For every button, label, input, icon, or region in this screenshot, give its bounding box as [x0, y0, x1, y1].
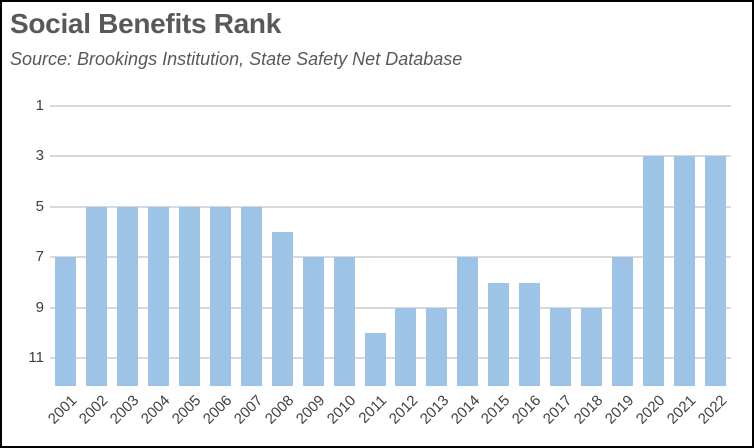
bar: [674, 156, 696, 386]
bar: [364, 333, 386, 386]
chart-title: Social Benefits Rank: [10, 8, 281, 39]
y-axis-tick-label: 1: [35, 97, 44, 114]
bar: [209, 206, 231, 386]
x-axis-tick-label: 2019: [602, 392, 638, 428]
bar: [54, 257, 76, 386]
bar: [333, 257, 355, 386]
bar: [457, 257, 479, 386]
bar: [550, 307, 572, 386]
x-axis-tick-label: 2001: [44, 392, 81, 428]
x-axis-tick-label: 2003: [106, 392, 143, 428]
x-axis-tick-label: 2022: [694, 392, 731, 428]
gridline: [50, 205, 731, 208]
gridline: [50, 306, 731, 309]
y-axis-tick-label: 3: [35, 147, 44, 165]
y-axis-tick-label: 7: [35, 248, 44, 266]
bar: [240, 206, 262, 386]
x-axis-tick-label: 2013: [416, 392, 452, 428]
x-axis-tick-label: 2006: [199, 392, 236, 428]
bar: [519, 282, 541, 386]
gridline: [50, 155, 731, 158]
x-axis-tick-label: 2015: [478, 392, 514, 428]
bar: [581, 307, 603, 386]
x-axis-tick-label: 2017: [540, 392, 576, 428]
x-axis-tick-label: 2004: [137, 392, 174, 428]
bar: [116, 206, 138, 386]
x-axis-tick-label: 2010: [323, 392, 360, 428]
x-axis-tick-label: 2007: [230, 392, 267, 428]
x-axis-tick-label: 2008: [261, 392, 298, 428]
bar: [85, 206, 107, 386]
x-axis-tick-label: 2016: [509, 392, 545, 428]
bar: [271, 232, 293, 386]
x-axis-tick-label: 2014: [447, 392, 483, 428]
x-axis-tick-label: 2002: [75, 392, 112, 428]
x-axis-tick-label: 2021: [663, 392, 700, 428]
bar: [147, 206, 169, 386]
x-axis-tick-label: 2012: [385, 392, 422, 428]
bar: [178, 206, 200, 386]
y-axis-tick-label: 5: [35, 197, 44, 215]
bar: [302, 257, 324, 386]
gridline: [50, 105, 731, 107]
x-axis-tick-label: 2009: [292, 392, 329, 428]
x-axis-tick-label: 2005: [168, 392, 205, 428]
x-axis-tick-label: 2011: [355, 392, 391, 427]
y-axis-tick-label: 11: [28, 349, 44, 367]
bar: [643, 156, 665, 386]
x-axis-tick-label: 2018: [571, 392, 607, 428]
gridline: [50, 357, 731, 360]
bar: [395, 307, 417, 386]
x-axis-tick-label: 2020: [633, 392, 669, 428]
bar: [705, 156, 727, 386]
gridline: [50, 256, 731, 259]
bar: [612, 257, 634, 386]
chart-source-note: Source: Brookings Institution, State Saf…: [10, 49, 463, 69]
bar: [426, 307, 448, 386]
y-axis-tick-label: 9: [35, 298, 44, 316]
bar: [488, 282, 510, 386]
